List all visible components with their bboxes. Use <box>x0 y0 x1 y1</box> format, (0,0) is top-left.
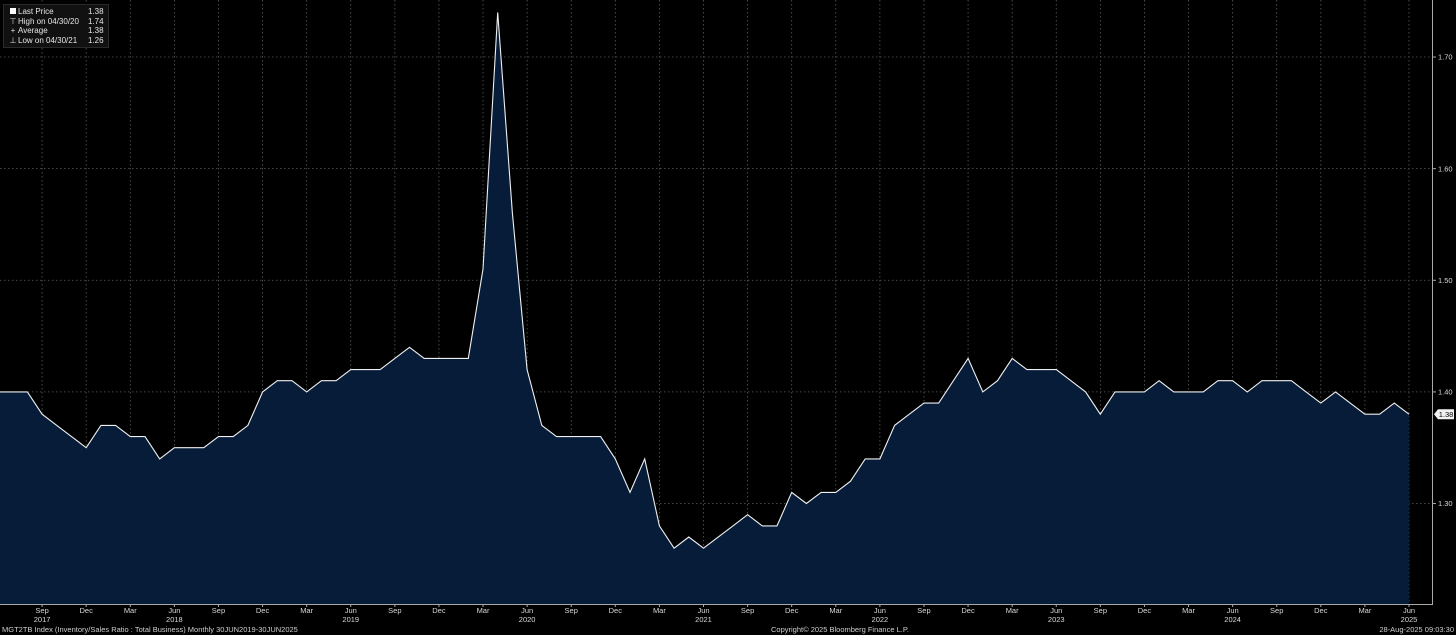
x-tick-label: Jun <box>521 606 533 615</box>
last-price-tag: 1.38 <box>1434 409 1454 420</box>
y-axis: 1.30 1.40 1.50 1.60 1.70 <box>1432 53 1453 508</box>
x-year-label: 2021 <box>695 615 712 624</box>
x-year-label: 2020 <box>519 615 536 624</box>
x-tick-label: Sep <box>917 606 930 615</box>
x-tick-label: Jun <box>345 606 357 615</box>
grid-lines <box>0 0 1432 604</box>
x-tick-label: Mar <box>477 606 490 615</box>
x-tick-label: Jun <box>1403 606 1415 615</box>
chart-legend: Last Price 1.38 ⊤ High on 04/30/20 1.74 … <box>3 4 109 48</box>
x-tick-label: Sep <box>388 606 401 615</box>
x-tick-label: Dec <box>785 606 799 615</box>
y-tick-label: 1.30 <box>1438 499 1453 508</box>
last-price-box-icon <box>8 7 18 17</box>
x-tick-label: Dec <box>1138 606 1152 615</box>
inventory-sales-line <box>0 12 1410 549</box>
y-tick-label: 1.40 <box>1438 388 1453 397</box>
x-tick-label: Sep <box>1270 606 1283 615</box>
x-tick-label: Sep <box>212 606 225 615</box>
legend-row-average: + Average 1.38 <box>8 26 104 36</box>
x-tick-label: Dec <box>256 606 270 615</box>
x-tick-label: Jun <box>697 606 709 615</box>
legend-label: High on 04/30/20 <box>18 16 79 26</box>
timestamp: 28-Aug-2025 09:03:30 <box>1379 625 1454 634</box>
x-year-label: 2017 <box>34 615 51 624</box>
x-tick-label: Dec <box>432 606 446 615</box>
x-year-label: 2024 <box>1224 615 1241 624</box>
y-tick-label: 1.70 <box>1438 53 1453 62</box>
x-tick-label: Dec <box>961 606 975 615</box>
legend-label: Low on 04/30/21 <box>18 35 78 45</box>
legend-row-last-price: Last Price 1.38 <box>8 7 104 17</box>
x-tick-label: Mar <box>124 606 137 615</box>
x-year-label: 2025 <box>1401 615 1418 624</box>
x-tick-label: Mar <box>300 606 313 615</box>
x-tick-label: Mar <box>829 606 842 615</box>
security-description: MGT2TB Index (Inventory/Sales Ratio : To… <box>2 625 298 634</box>
x-tick-label: Dec <box>609 606 623 615</box>
x-year-label: 2019 <box>342 615 359 624</box>
y-tick-label: 1.50 <box>1438 276 1453 285</box>
legend-value: 1.38 <box>88 7 104 16</box>
x-tick-label: Dec <box>80 606 94 615</box>
legend-label: Last Price <box>18 7 54 16</box>
legend-value: 1.26 <box>88 35 104 45</box>
x-tick-label: Sep <box>741 606 754 615</box>
inventory-sales-area <box>0 12 1409 604</box>
high-marker-icon: ⊤ <box>9 16 17 26</box>
legend-row-low: ⊥ Low on 04/30/21 1.26 <box>8 36 104 46</box>
legend-value: 1.74 <box>88 16 104 26</box>
x-year-label: 2018 <box>166 615 183 624</box>
x-tick-label: Sep <box>565 606 578 615</box>
last-price-tag-shape <box>1434 409 1454 420</box>
x-tick-label: Mar <box>653 606 666 615</box>
x-tick-label: Jun <box>1227 606 1239 615</box>
legend-label: Average <box>18 26 48 35</box>
x-tick-label: Sep <box>1094 606 1107 615</box>
average-marker-icon: + <box>10 26 16 35</box>
y-tick-label: 1.60 <box>1438 164 1453 173</box>
x-tick-label: Mar <box>1358 606 1371 615</box>
x-tick-label: Mar <box>1182 606 1195 615</box>
x-tick-label: Jun <box>168 606 180 615</box>
x-tick-label: Dec <box>1314 606 1328 615</box>
x-year-label: 2023 <box>1048 615 1065 624</box>
x-tick-label: Mar <box>1006 606 1019 615</box>
last-price-tag-label: 1.38 <box>1439 410 1454 419</box>
x-tick-label: Jun <box>874 606 886 615</box>
copyright-notice: Copyright© 2025 Bloomberg Finance L.P. <box>771 625 909 634</box>
x-year-label: 2022 <box>872 615 889 624</box>
x-tick-label: Sep <box>35 606 48 615</box>
legend-value: 1.38 <box>88 26 104 35</box>
legend-row-high: ⊤ High on 04/30/20 1.74 <box>8 17 104 27</box>
x-tick-label: Jun <box>1050 606 1062 615</box>
low-marker-icon: ⊥ <box>9 35 17 45</box>
